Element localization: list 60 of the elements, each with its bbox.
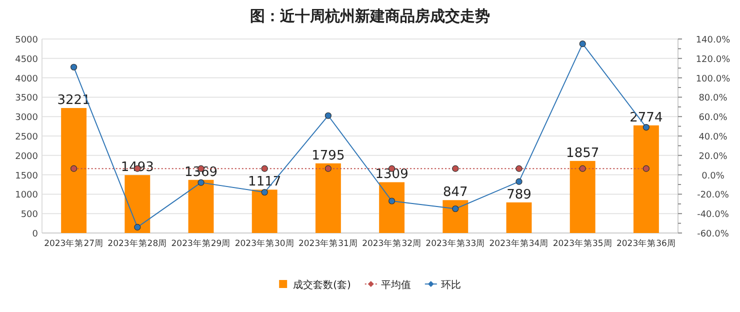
y2-tick-label: 0.0%	[702, 171, 725, 182]
bar	[61, 108, 87, 233]
bar	[633, 125, 659, 233]
y2-tick-label: 80.0%	[698, 94, 728, 104]
y2-tick-label: 140.0%	[696, 36, 731, 46]
x-tick-label: 2023年第29周	[171, 238, 231, 249]
y-tick-label: 500	[20, 210, 38, 220]
x-tick-label: 2023年第34周	[489, 238, 549, 249]
point	[70, 64, 78, 70]
y-tick-label: 2500	[15, 132, 38, 142]
y2-tick-label: 40.0%	[698, 132, 728, 142]
x-tick-label: 2023年第35周	[552, 238, 612, 249]
legend-label: 成交套数(套)	[293, 279, 351, 291]
y2-tick-label: 60.0%	[698, 113, 728, 124]
point	[516, 178, 522, 185]
bar	[379, 182, 405, 233]
y2-tick-label: 20.0%	[698, 152, 728, 162]
x-tick-label: 2023年第31周	[298, 238, 358, 249]
point	[261, 188, 268, 196]
legend-label: 平均值	[380, 279, 411, 291]
bar	[315, 163, 341, 233]
y2-tick-label: 120.0%	[696, 54, 731, 65]
y2-tick-label: -20.0%	[697, 190, 730, 201]
bar	[506, 202, 532, 233]
point	[579, 40, 586, 48]
x-tick-label: 2023年第36周	[616, 238, 676, 249]
y-tick-label: 3000	[15, 113, 38, 124]
point	[198, 179, 204, 186]
chart-title: 图：近十周杭州新建商品房成交走势	[250, 7, 490, 25]
y-tick-label: 2000	[15, 152, 38, 162]
data-label: 1857	[566, 146, 600, 161]
x-tick-label: 2023年第33周	[426, 238, 486, 249]
y-tick-label: 1500	[15, 171, 38, 182]
y-tick-label: 5000	[15, 36, 38, 46]
y-tick-label: 1000	[15, 190, 38, 201]
y-tick-label: 4000	[15, 74, 38, 84]
bar	[570, 160, 596, 233]
point	[134, 224, 141, 230]
data-label: 789	[506, 187, 532, 202]
x-tick-label: 2023年第27周	[44, 238, 104, 249]
y-tick-label: 0	[32, 230, 38, 240]
data-label: 1795	[312, 148, 345, 164]
point	[452, 205, 459, 212]
x-tick-label: 2023年第28周	[108, 238, 168, 249]
point	[642, 124, 650, 131]
bar	[188, 180, 214, 233]
y2-tick-label: -40.0%	[697, 210, 730, 220]
bar	[442, 200, 468, 233]
point	[388, 198, 396, 204]
y-tick-label: 3500	[15, 94, 38, 104]
y-tick-label: 4500	[15, 54, 38, 65]
data-label: 847	[442, 185, 468, 200]
y2-tick-label: -60.0%	[697, 230, 730, 240]
point	[324, 112, 332, 119]
x-tick-label: 2023年第32周	[362, 238, 422, 249]
legend-label: 环比	[440, 279, 461, 291]
y2-tick-label: 100.0%	[696, 74, 731, 84]
bar	[252, 190, 278, 233]
bar	[124, 175, 150, 233]
x-tick-label: 2023年第30周	[234, 238, 294, 249]
